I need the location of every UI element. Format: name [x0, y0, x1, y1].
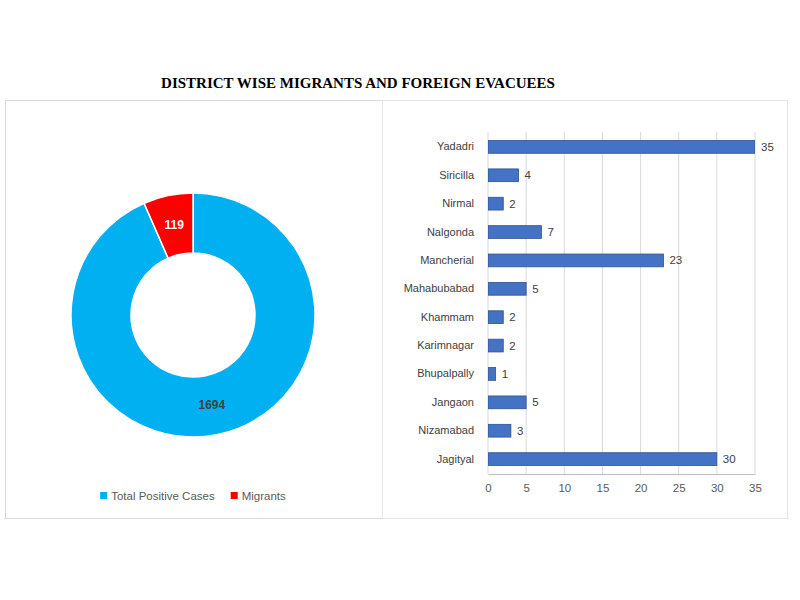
slice [71, 193, 315, 437]
tick-label: 5 [523, 482, 529, 494]
grid-line [564, 132, 565, 474]
bar [488, 453, 717, 466]
bar [488, 282, 526, 295]
bars [488, 141, 755, 466]
grid-line [755, 132, 756, 474]
tick: Yadadri [437, 140, 488, 152]
tick: Mancherial [420, 254, 488, 266]
legend: Total Positive Cases Migrants [100, 490, 286, 502]
panel-frame [383, 101, 788, 519]
tick: 5 [523, 474, 529, 494]
grid [488, 132, 755, 474]
data-label: 2 [509, 311, 515, 323]
data-label: 1 [502, 368, 508, 380]
tick-label: Bhupalpally [417, 367, 474, 379]
slices [71, 193, 315, 437]
tick-label: Mancherial [420, 254, 474, 266]
bar [488, 424, 511, 437]
tick: Nirmal [442, 197, 488, 209]
bar [488, 368, 496, 381]
legend-item: Migrants [231, 490, 286, 502]
bar-chart: 05101520253035YadadriSiricillaNirmalNalg… [404, 132, 774, 494]
tick: Nizamabad [418, 424, 488, 436]
tick-label: Jangaon [432, 396, 474, 408]
tick: Karimnagar [417, 339, 488, 351]
data-label: 5 [532, 283, 538, 295]
grid-line [526, 132, 527, 474]
axis-line [489, 474, 756, 475]
tick: 10 [558, 474, 571, 494]
grid-line [488, 132, 489, 474]
tick: Siricilla [439, 169, 488, 181]
grid-line [678, 132, 679, 474]
category-axis: Yadadri Siricilla Nirmal Nalgonda Mancherial… [404, 133, 489, 475]
tick: Bhupalpally [417, 367, 488, 379]
slice [144, 193, 193, 258]
legend-label: Total Positive Cases [111, 490, 215, 502]
bar [488, 226, 541, 239]
legend-swatch [231, 492, 238, 499]
bar [488, 169, 519, 182]
tick-label: 10 [558, 482, 571, 494]
bar [488, 141, 755, 154]
data-label: 119 [164, 218, 184, 232]
tick-label: 15 [597, 482, 610, 494]
bar [488, 311, 503, 324]
legend-label: Migrants [242, 490, 286, 502]
tick-label: Karimnagar [417, 339, 474, 351]
tick-label: Nirmal [442, 197, 474, 209]
tick: 0 [485, 474, 491, 494]
chart-title: DISTRICT WISE MIGRANTS AND FOREIGN EVACU… [161, 75, 555, 91]
data-label: 4 [525, 169, 532, 181]
tick: 15 [597, 474, 610, 494]
bar [488, 254, 663, 267]
tick-label: 0 [485, 482, 491, 494]
tick-label: 20 [635, 482, 648, 494]
data-label: 23 [669, 254, 682, 266]
data-labels: 35 4 2 7 23 5 2 2 1 5 3 30 [502, 141, 774, 465]
tick-label: 25 [673, 482, 686, 494]
data-label: 30 [723, 453, 736, 465]
chart-canvas: DISTRICT WISE MIGRANTS AND FOREIGN EVACU… [0, 0, 800, 600]
tick: Jagityal [437, 453, 488, 465]
tick: 30 [711, 474, 724, 494]
grid-line [716, 132, 717, 474]
tick: Nalgonda [427, 226, 488, 238]
tick: Jangaon [432, 396, 488, 408]
tick: 20 [635, 474, 648, 494]
data-label: 35 [761, 141, 774, 153]
tick-label: Jagityal [437, 453, 474, 465]
bar [488, 197, 503, 210]
tick-label: Mahabubabad [404, 282, 474, 294]
pie-chart: 1694 119 [71, 193, 315, 437]
tick-label: Nalgonda [427, 226, 475, 238]
bar [488, 396, 526, 409]
tick-label: Siricilla [439, 169, 475, 181]
tick: Khammam [421, 311, 488, 323]
data-label: 2 [509, 198, 515, 210]
tick-label: Khammam [421, 311, 474, 323]
legend-swatch [100, 492, 107, 499]
data-label: 7 [547, 226, 553, 238]
data-label: 3 [517, 425, 523, 437]
grid-line [640, 132, 641, 474]
data-label: 5 [532, 396, 538, 408]
tick: 25 [673, 474, 686, 494]
tick-label: Yadadri [437, 140, 474, 152]
tick-label: 35 [749, 482, 762, 494]
bar [488, 339, 503, 352]
data-label: 1694 [198, 398, 225, 412]
legend-item: Total Positive Cases [100, 490, 215, 502]
tick: 35 [749, 474, 762, 494]
tick-label: 30 [711, 482, 724, 494]
tick: Mahabubabad [404, 282, 488, 294]
grid-line [602, 132, 603, 474]
tick-label: Nizamabad [418, 424, 474, 436]
value-axis: 0 5 10 15 20 25 30 35 [485, 474, 762, 494]
data-label: 2 [509, 340, 515, 352]
panel-frame [6, 101, 383, 519]
axis-line [488, 133, 489, 475]
